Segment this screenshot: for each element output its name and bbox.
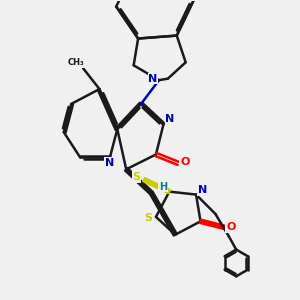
Text: N: N bbox=[105, 158, 115, 168]
Text: S: S bbox=[133, 172, 141, 182]
Text: N: N bbox=[165, 114, 175, 124]
Text: N: N bbox=[198, 185, 207, 195]
Text: O: O bbox=[180, 157, 190, 167]
Text: H: H bbox=[159, 182, 167, 192]
Text: S: S bbox=[145, 213, 152, 224]
Text: CH₃: CH₃ bbox=[68, 58, 84, 68]
Text: O: O bbox=[226, 222, 236, 232]
Text: N: N bbox=[148, 74, 158, 84]
